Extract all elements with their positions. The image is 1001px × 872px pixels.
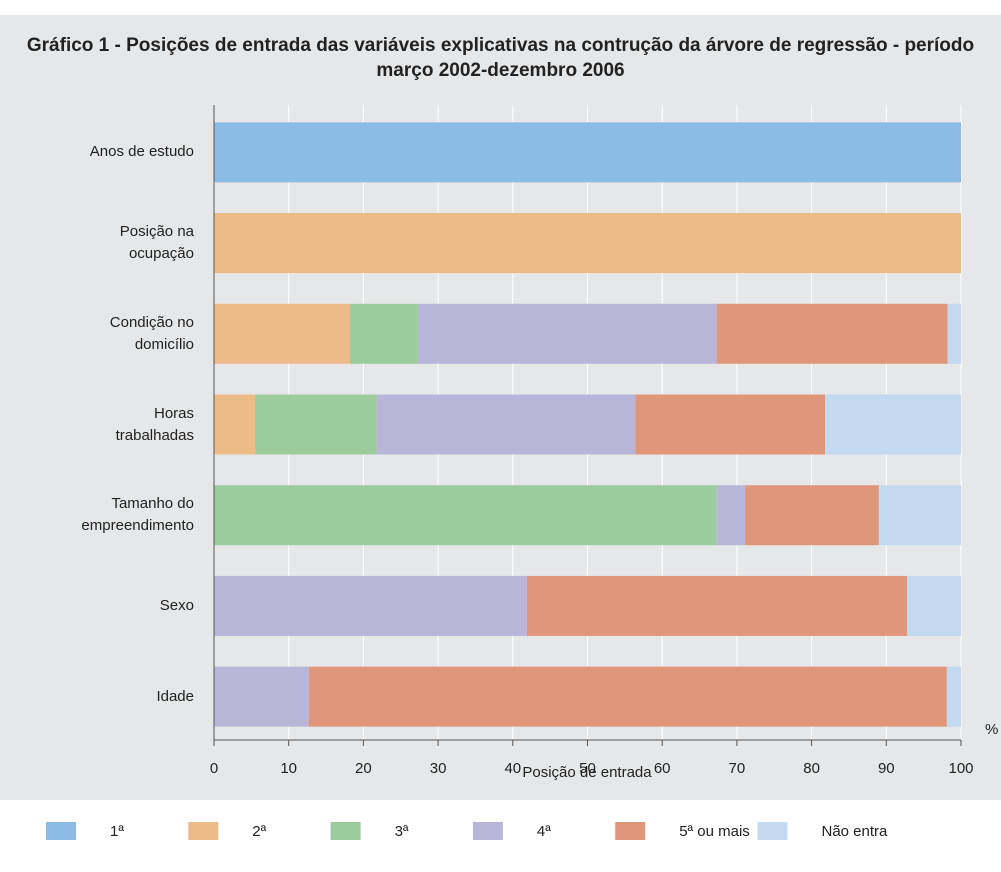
legend-label: 2ª <box>252 823 266 840</box>
legend-swatch <box>330 822 361 840</box>
bar-segment <box>214 122 961 183</box>
bar-segment <box>376 394 636 455</box>
legend-label: 3ª <box>395 823 409 840</box>
bar-segment <box>349 303 418 364</box>
x-tick-label: 80 <box>803 760 820 777</box>
bar-segment <box>946 666 961 727</box>
y-tick-label: Posição na ocupação <box>119 223 194 263</box>
bar-segment <box>417 303 717 364</box>
x-tick-label: 10 <box>280 760 297 777</box>
bar-segment <box>308 666 947 727</box>
bar-segment <box>716 303 948 364</box>
y-tick-label: Condição no domicílio <box>109 313 194 353</box>
x-tick-label: 20 <box>355 760 372 777</box>
bar-segment <box>214 575 527 636</box>
bar-segment <box>635 394 826 455</box>
bar-segment <box>947 303 961 364</box>
x-tick-label: 70 <box>729 760 746 777</box>
legend-swatch <box>472 822 503 840</box>
bar-segment <box>255 394 377 455</box>
legend-label: Não entra <box>822 823 889 840</box>
legend-swatch <box>46 822 76 840</box>
y-tick-label: Horas trabalhadas <box>115 404 194 444</box>
x-tick-label: 40 <box>504 760 521 777</box>
y-tick-label: Idade <box>156 687 194 705</box>
unit-label: % <box>985 721 998 738</box>
legend-swatch <box>757 822 788 840</box>
y-tick-label: Sexo <box>159 596 194 614</box>
x-tick-label: 0 <box>210 760 218 777</box>
x-axis-label: Posição de entrada <box>522 764 652 781</box>
bar-segment <box>716 485 746 546</box>
bar-segment <box>214 666 309 727</box>
bar-segment <box>214 213 961 274</box>
legend-swatch <box>615 822 646 840</box>
legend-label: 5ª ou mais <box>679 823 750 840</box>
bar-segment <box>907 575 961 636</box>
x-tick-label: 100 <box>948 760 973 777</box>
x-tick-label: 90 <box>878 760 895 777</box>
x-tick-label: 60 <box>654 760 671 777</box>
bar-segment <box>214 394 256 455</box>
legend-label: 1ª <box>110 823 124 840</box>
bar-segment <box>214 303 350 364</box>
bar-segment <box>825 394 961 455</box>
x-tick-label: 30 <box>430 760 447 777</box>
bar-segment <box>214 485 717 546</box>
chart-title: Gráfico 1 - Posições de entrada das vari… <box>26 35 975 81</box>
y-tick-label: Tamanho do empreendimento <box>81 495 194 535</box>
bar-segment <box>526 575 908 636</box>
bar-segment <box>745 485 879 546</box>
y-tick-label: Anos de estudo <box>89 143 194 161</box>
bar-segment <box>878 485 961 546</box>
legend-swatch <box>188 822 219 840</box>
legend-label: 4ª <box>537 823 551 840</box>
x-tick-label: 50 <box>579 760 596 777</box>
